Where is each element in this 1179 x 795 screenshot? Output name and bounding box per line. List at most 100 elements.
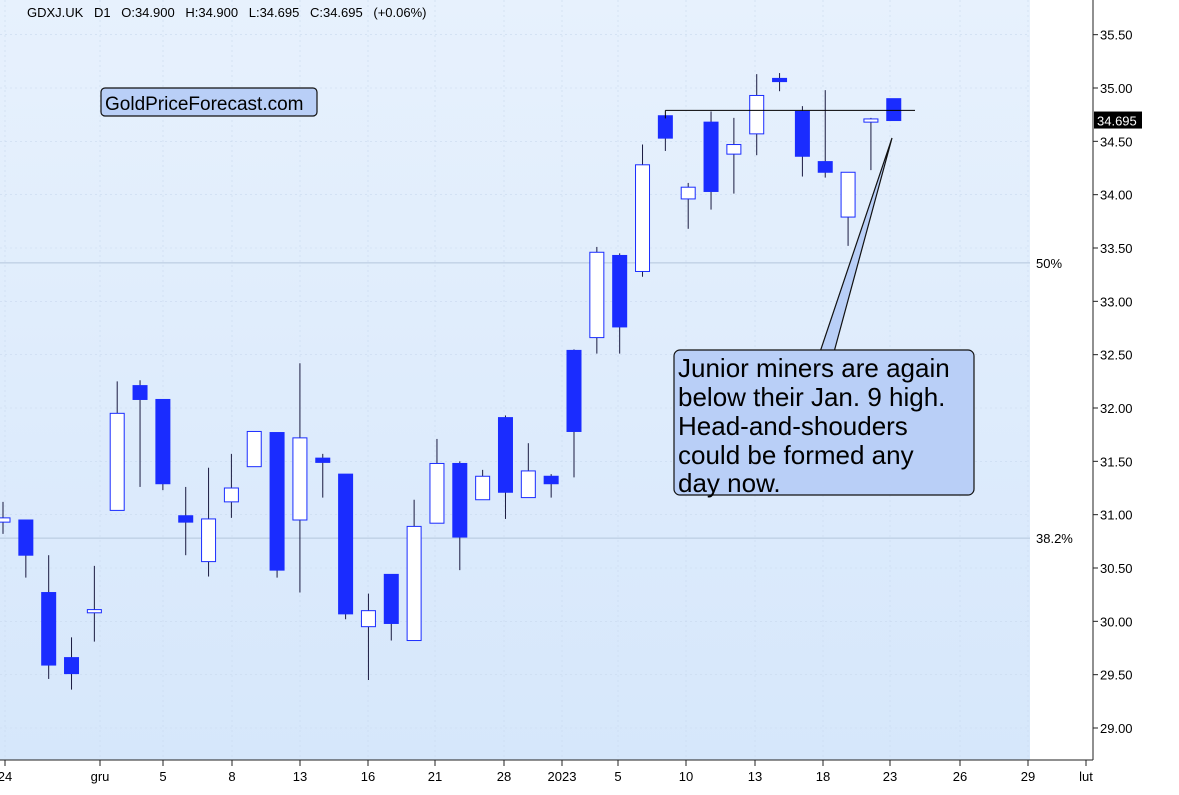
candle-body-bearish xyxy=(794,110,810,157)
candle-body-bearish xyxy=(315,457,331,463)
candle xyxy=(315,453,331,498)
candle xyxy=(497,415,513,519)
y-tick-label: 29.00 xyxy=(1100,721,1133,736)
candles xyxy=(0,73,902,690)
interval: D1 xyxy=(94,5,111,20)
candle xyxy=(0,501,11,534)
candle-body-bullish xyxy=(726,144,742,155)
candle xyxy=(383,573,399,641)
candle-body-bearish xyxy=(155,398,171,485)
candle-body-bearish xyxy=(612,254,628,328)
annotation-text: Junior miners are again below their Jan.… xyxy=(678,353,957,498)
y-tick-label: 29.50 xyxy=(1100,668,1133,683)
candle-body-bullish xyxy=(475,475,491,501)
open-value: O:34.900 xyxy=(121,5,175,20)
candle xyxy=(566,349,582,478)
x-tick-label: 5 xyxy=(159,769,166,784)
candle xyxy=(292,363,308,593)
candle xyxy=(726,117,742,194)
watermark-box xyxy=(100,87,318,117)
candle-body-bullish xyxy=(863,118,879,123)
y-tick-label: 35.00 xyxy=(1100,81,1133,96)
y-tick-label: 30.50 xyxy=(1100,561,1133,576)
x-tick-label: 8 xyxy=(228,769,235,784)
candle xyxy=(452,461,468,571)
y-tick-label: 32.00 xyxy=(1100,401,1133,416)
candle xyxy=(201,467,217,577)
candle-body-bullish xyxy=(246,430,262,468)
candle-body-bullish xyxy=(360,610,376,628)
candle-body-bullish xyxy=(292,437,308,521)
annotation-line: below their Jan. 9 high. xyxy=(678,382,945,412)
x-tick-label: 28 xyxy=(497,769,511,784)
candle-body-bullish xyxy=(680,186,696,200)
last-price-tag: 34.695 xyxy=(1094,111,1142,129)
y-tick-label: 33.00 xyxy=(1100,294,1133,309)
candle xyxy=(840,171,856,246)
candle xyxy=(338,473,354,620)
annotation-line: day now. xyxy=(678,468,781,498)
candle xyxy=(132,380,148,487)
x-axis: 24 gru 5 8 13 16 21 28 2023 5 10 13 18 23 26 29 lut xyxy=(0,760,1093,784)
y-tick-label: 31.50 xyxy=(1100,454,1133,469)
symbol: GDXJ.UK xyxy=(27,5,84,20)
candle xyxy=(41,555,57,679)
candle xyxy=(543,474,559,498)
candle-body-bullish xyxy=(429,462,445,524)
fib-label: 50% xyxy=(1036,256,1062,271)
candle-body-bearish xyxy=(383,573,399,624)
candle-body-bullish xyxy=(840,171,856,218)
candle-body-bullish xyxy=(589,251,605,339)
y-tick-label: 35.50 xyxy=(1100,28,1133,43)
resistance-line xyxy=(664,109,915,119)
fib-label: 38.2% xyxy=(1036,531,1073,546)
y-tick-label: 30.00 xyxy=(1100,614,1133,629)
candle xyxy=(360,593,376,680)
watermark-text: GoldPriceForecast.com xyxy=(105,94,304,115)
y-tick-label: 32.50 xyxy=(1100,348,1133,363)
candle xyxy=(772,73,788,92)
candle-body-bearish xyxy=(543,475,559,485)
change-value: (+0.06%) xyxy=(373,5,426,20)
candle xyxy=(429,438,445,524)
candle xyxy=(886,98,902,122)
candle-body-bullish xyxy=(201,518,217,563)
x-tick-label: lut xyxy=(1079,769,1093,784)
candle-body-bullish xyxy=(749,94,765,135)
candle xyxy=(406,499,422,642)
annotation-line: Junior miners are again xyxy=(678,353,950,383)
x-tick-label: gru xyxy=(91,769,110,784)
candle-body-bearish xyxy=(886,98,902,122)
candle xyxy=(155,398,171,491)
candle xyxy=(246,430,262,468)
annotation-line: Head-and-shouders xyxy=(678,411,908,441)
close-value: C:34.695 xyxy=(310,5,363,20)
candle-body-bullish xyxy=(0,517,11,523)
candle xyxy=(817,90,833,178)
x-tick-label: 13 xyxy=(748,769,762,784)
candle-body-bullish xyxy=(86,609,102,614)
x-tick-label: 5 xyxy=(614,769,621,784)
x-tick-label: 16 xyxy=(361,769,375,784)
candle-body-bearish xyxy=(452,462,468,538)
x-tick-label: 21 xyxy=(428,769,442,784)
candle xyxy=(18,519,34,578)
candle-body-bearish xyxy=(566,349,582,432)
candle xyxy=(109,381,125,511)
x-tick-label: 2023 xyxy=(548,769,577,784)
candle-body-bearish xyxy=(269,432,285,571)
header-info: GDXJ.UK D1 O:34.900 H:34.900 L:34.695 C:… xyxy=(27,5,426,20)
candle-body-bearish xyxy=(657,115,673,139)
candle xyxy=(475,469,491,501)
candle-body-bearish xyxy=(703,121,719,192)
candle xyxy=(635,144,651,277)
candle xyxy=(86,565,102,642)
candle-body-bearish xyxy=(497,417,513,493)
y-tick-label: 34.00 xyxy=(1100,188,1133,203)
low-value: L:34.695 xyxy=(249,5,300,20)
candle-body-bullish xyxy=(520,470,536,499)
candle xyxy=(863,117,879,171)
annotation-box xyxy=(673,349,975,496)
candle-body-bullish xyxy=(109,412,125,511)
